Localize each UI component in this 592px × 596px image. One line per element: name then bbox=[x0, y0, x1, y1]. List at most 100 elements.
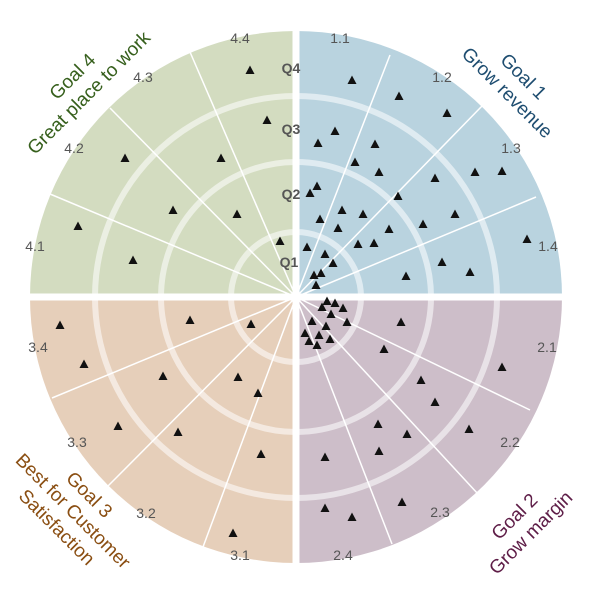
initiative-marker bbox=[338, 303, 348, 312]
initiative-marker bbox=[347, 75, 357, 84]
initiative-marker bbox=[216, 153, 226, 162]
subgoal-label-3-3: 3.3 bbox=[67, 434, 87, 450]
initiative-marker bbox=[497, 362, 507, 371]
initiative-marker bbox=[353, 239, 363, 248]
initiative-marker bbox=[402, 429, 412, 438]
initiative-marker bbox=[358, 209, 368, 218]
ring-label-q2: Q2 bbox=[282, 186, 301, 202]
initiative-marker bbox=[311, 280, 321, 289]
initiative-marker bbox=[416, 375, 426, 384]
spoke bbox=[202, 296, 297, 548]
subgoal-label-1-3: 1.3 bbox=[501, 140, 521, 156]
initiative-marker bbox=[320, 503, 330, 512]
initiative-marker bbox=[401, 271, 411, 280]
initiative-marker bbox=[256, 449, 266, 458]
initiative-marker bbox=[253, 388, 263, 397]
subgoal-label-1-1: 1.1 bbox=[330, 30, 350, 46]
initiative-marker bbox=[246, 319, 256, 328]
initiative-marker bbox=[245, 65, 255, 74]
initiative-marker bbox=[374, 446, 384, 455]
subgoal-label-4-1: 4.1 bbox=[25, 238, 45, 254]
initiative-marker bbox=[328, 258, 338, 267]
initiative-marker bbox=[113, 421, 123, 430]
initiative-marker bbox=[275, 236, 285, 245]
spoke bbox=[107, 296, 297, 487]
initiative-marker bbox=[309, 270, 319, 279]
spoke bbox=[295, 296, 531, 411]
subgoal-label-2-1: 2.1 bbox=[537, 339, 557, 355]
initiative-marker bbox=[185, 315, 195, 324]
subgoal-labels: 1.1 1.2 1.3 1.4 2.1 2.2 2.3 2.4 3.1 3.2 … bbox=[25, 30, 558, 563]
initiative-marker bbox=[168, 205, 178, 214]
initiative-marker bbox=[315, 214, 325, 223]
initiative-marker bbox=[465, 267, 475, 276]
initiative-marker bbox=[313, 138, 323, 147]
initiative-marker bbox=[128, 255, 138, 264]
goal1-quadrant bbox=[296, 31, 562, 297]
initiative-marker bbox=[397, 497, 407, 506]
subgoal-label-4-4: 4.4 bbox=[230, 30, 250, 46]
initiative-marker bbox=[522, 234, 532, 243]
initiative-marker bbox=[304, 336, 314, 345]
initiative-marker bbox=[430, 173, 440, 182]
initiative-markers bbox=[55, 65, 532, 537]
ring-label-q1: Q1 bbox=[280, 254, 299, 270]
spoke bbox=[295, 196, 537, 298]
goal2-label: Goal 2 Grow margin bbox=[485, 487, 577, 579]
initiative-marker bbox=[158, 371, 168, 380]
subgoal-label-2-4: 2.4 bbox=[333, 547, 353, 563]
initiative-marker bbox=[326, 309, 336, 318]
initiative-marker bbox=[347, 512, 357, 521]
initiative-marker bbox=[379, 344, 389, 353]
initiative-marker bbox=[337, 205, 347, 214]
initiative-marker bbox=[312, 181, 322, 190]
initiative-marker bbox=[232, 209, 242, 218]
initiative-marker bbox=[228, 528, 238, 537]
spoke bbox=[49, 193, 297, 298]
initiative-marker bbox=[79, 359, 89, 368]
initiative-marker bbox=[384, 224, 394, 233]
initiative-marker bbox=[497, 166, 507, 175]
initiative-marker bbox=[418, 219, 428, 228]
initiative-marker bbox=[373, 419, 383, 428]
initiative-marker bbox=[330, 298, 340, 307]
initiative-marker bbox=[233, 372, 243, 381]
initiative-marker bbox=[325, 334, 335, 343]
subgoal-label-4-3: 4.3 bbox=[133, 69, 153, 85]
spoke bbox=[295, 105, 483, 298]
initiative-marker bbox=[320, 452, 330, 461]
initiative-marker bbox=[333, 223, 343, 232]
subgoal-label-3-2: 3.2 bbox=[136, 505, 156, 521]
spoke bbox=[189, 51, 297, 298]
subgoal-label-2-2: 2.2 bbox=[500, 434, 520, 450]
spoke bbox=[51, 296, 297, 399]
initiative-marker bbox=[55, 320, 65, 329]
initiative-marker bbox=[437, 257, 447, 266]
initiative-marker bbox=[307, 316, 317, 325]
initiative-marker bbox=[302, 242, 312, 251]
initiative-marker bbox=[369, 238, 379, 247]
initiative-marker bbox=[300, 328, 310, 337]
initiative-marker bbox=[305, 188, 315, 197]
initiative-marker bbox=[370, 139, 380, 148]
initiative-marker bbox=[73, 221, 83, 230]
subgoal-label-3-4: 3.4 bbox=[28, 339, 48, 355]
spoke bbox=[295, 296, 393, 545]
spoke bbox=[295, 54, 391, 298]
initiative-marker bbox=[393, 191, 403, 200]
subgoal-label-4-2: 4.2 bbox=[64, 140, 84, 156]
initiative-marker bbox=[314, 330, 324, 339]
quadrant-dividers bbox=[24, 25, 568, 569]
subgoal-label-1-4: 1.4 bbox=[538, 238, 558, 254]
initiative-marker bbox=[470, 167, 480, 176]
initiative-marker bbox=[120, 153, 130, 162]
initiative-marker bbox=[262, 115, 272, 124]
initiative-marker bbox=[173, 427, 183, 436]
initiative-marker bbox=[321, 321, 331, 330]
ring-labels: Q1 Q2 Q3 Q4 bbox=[280, 60, 301, 270]
initiative-marker bbox=[464, 424, 474, 433]
initiative-marker bbox=[450, 209, 460, 218]
initiative-marker bbox=[396, 317, 406, 326]
